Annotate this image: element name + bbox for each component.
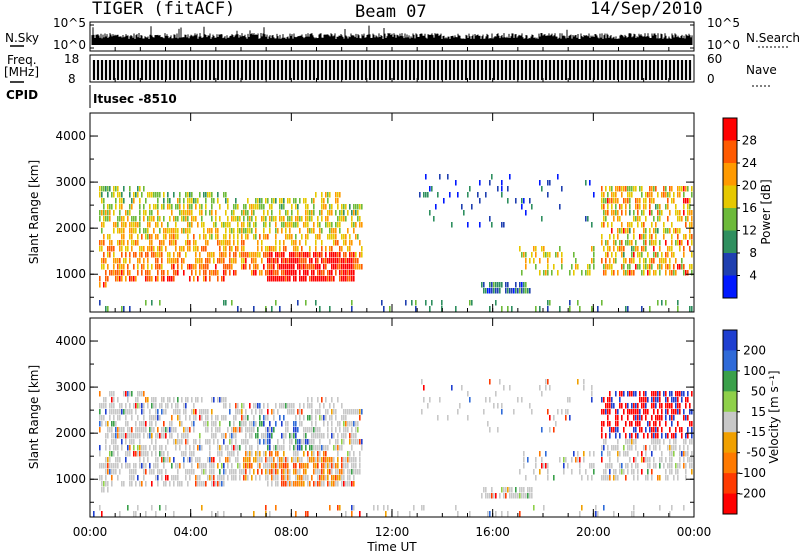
xtick-label: 00:00 bbox=[73, 525, 108, 539]
nave-tick-bottom: 0 bbox=[707, 72, 715, 86]
nsearch-label: N.Search bbox=[746, 31, 800, 45]
velocity-panel: 4000 3000 2000 1000 Slant Range [km] 200 100… bbox=[27, 317, 781, 518]
colorbar-tick-label: 20 bbox=[742, 179, 757, 193]
colorbar-segment bbox=[723, 163, 737, 186]
colorbar-segment bbox=[723, 432, 737, 454]
freq-panel: Freq. [MHz] 18 8 60 0 Nave CPID Itusec -… bbox=[4, 52, 777, 108]
ytick-label: 2000 bbox=[55, 426, 86, 440]
colorbar-tick-label: 100 bbox=[743, 364, 766, 378]
colorbar-segment bbox=[723, 370, 737, 392]
colorbar-tick-label: 28 bbox=[742, 134, 757, 148]
colorbar-segment bbox=[723, 350, 737, 372]
colorbar-tick-label: 4 bbox=[749, 269, 757, 283]
colorbar-tick-label: -100 bbox=[739, 466, 766, 480]
colorbar-tick-label: 12 bbox=[742, 224, 757, 238]
ytick-label: 3000 bbox=[55, 175, 86, 189]
colorbar-segment bbox=[723, 140, 737, 164]
ytick-label: 2000 bbox=[55, 221, 86, 235]
power-colorbar-label: Power [dB] bbox=[759, 179, 773, 244]
cpid-label: CPID bbox=[6, 88, 38, 102]
xtick-label: 16:00 bbox=[475, 525, 510, 539]
date-title: 14/Sep/2010 bbox=[590, 0, 703, 19]
colorbar-tick-label: 50 bbox=[751, 384, 766, 398]
xtick-label: 04:00 bbox=[173, 525, 208, 539]
ytick-label: 3000 bbox=[55, 380, 86, 394]
colorbar-segment bbox=[723, 473, 737, 495]
colorbar-tick-label: -15 bbox=[746, 425, 766, 439]
beam-title: Beam 07 bbox=[355, 2, 427, 22]
colorbar-segment bbox=[723, 253, 737, 276]
noise-panel: N.Sky 10^5 10^0 10^5 10^0 N.Search bbox=[5, 16, 800, 80]
power-ylabel: Slant Range [km] bbox=[27, 160, 41, 264]
colorbar-segment bbox=[723, 185, 737, 209]
station-title: TIGER (fitACF) bbox=[92, 0, 235, 19]
colorbar-tick-label: -50 bbox=[746, 446, 766, 460]
colorbar-segment bbox=[723, 391, 737, 413]
ytick-label: 4000 bbox=[55, 334, 86, 348]
freq-tick-top: 18 bbox=[64, 52, 79, 66]
nsky-tick-bottom: 10^0 bbox=[53, 38, 86, 52]
xtick-label: 20:00 bbox=[576, 525, 611, 539]
ytick-label: 1000 bbox=[55, 267, 86, 281]
x-axis: 00:00 04:00 08:00 12:00 16:00 20:00 00:00 bbox=[73, 47, 712, 539]
colorbar-segment bbox=[723, 118, 737, 141]
colorbar-tick-label: 16 bbox=[742, 201, 757, 215]
xtick-label: 08:00 bbox=[274, 525, 309, 539]
nsearch-tick-bottom: 10^0 bbox=[707, 38, 740, 52]
colorbar-tick-label: 24 bbox=[742, 156, 757, 170]
ytick-label: 1000 bbox=[55, 472, 86, 486]
colorbar-tick-label: -200 bbox=[739, 487, 766, 501]
nave-label: Nave bbox=[746, 63, 777, 77]
velocity-colorbar-label: Velocity [m s⁻¹] bbox=[767, 370, 781, 463]
x-axis-label: Time UT bbox=[366, 540, 417, 554]
cpid-value: Itusec -8510 bbox=[93, 92, 177, 106]
nsky-tick-top: 10^5 bbox=[53, 16, 86, 30]
xtick-label: 12:00 bbox=[375, 525, 410, 539]
colorbar-segment bbox=[723, 230, 737, 254]
nave-tick-top: 60 bbox=[707, 52, 722, 66]
colorbar-tick-label: 200 bbox=[743, 343, 766, 357]
velocity-ylabel: Slant Range [km] bbox=[27, 365, 41, 469]
colorbar-segment bbox=[723, 208, 737, 231]
nsearch-tick-top: 10^5 bbox=[707, 16, 740, 30]
colorbar-segment bbox=[723, 411, 737, 433]
power-panel: 4000 3000 2000 1000 Slant Range [km] 28 24 20… bbox=[27, 112, 773, 313]
xtick-label: 00:00 bbox=[677, 525, 712, 539]
colorbar-tick-label: 15 bbox=[751, 405, 766, 419]
colorbar-tick-label: 8 bbox=[749, 246, 757, 260]
nsky-label: N.Sky bbox=[5, 31, 39, 45]
colorbar-segment bbox=[723, 493, 737, 515]
freq-tick-bottom: 8 bbox=[68, 72, 76, 86]
colorbar-segment bbox=[723, 452, 737, 474]
colorbar-segment bbox=[723, 275, 737, 299]
freq-unit-label: [MHz] bbox=[4, 65, 39, 79]
freq-label: Freq. bbox=[7, 53, 37, 67]
ytick-label: 4000 bbox=[55, 129, 86, 143]
colorbar-segment bbox=[723, 330, 737, 351]
